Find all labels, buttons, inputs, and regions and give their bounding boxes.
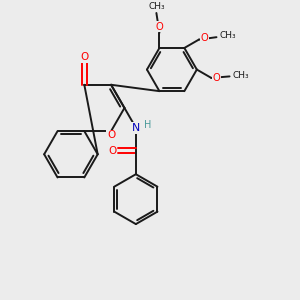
Text: CH₃: CH₃ bbox=[233, 71, 249, 80]
Text: O: O bbox=[156, 22, 163, 32]
Text: O: O bbox=[107, 130, 115, 140]
Text: O: O bbox=[108, 146, 116, 155]
Text: N: N bbox=[132, 123, 140, 133]
Text: O: O bbox=[213, 73, 221, 83]
Text: CH₃: CH₃ bbox=[148, 2, 165, 11]
Text: CH₃: CH₃ bbox=[220, 32, 236, 40]
Text: H: H bbox=[144, 120, 151, 130]
Text: O: O bbox=[200, 33, 208, 43]
Text: O: O bbox=[80, 52, 88, 62]
